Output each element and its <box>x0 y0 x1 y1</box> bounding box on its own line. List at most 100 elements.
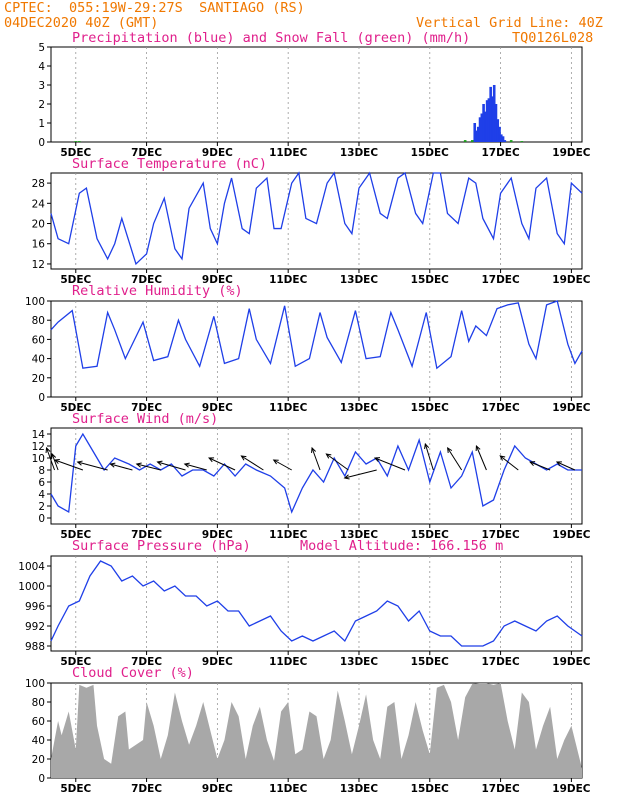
precip-bar-blue <box>478 117 482 142</box>
x-tick-label: 15DEC <box>411 783 450 795</box>
y-tick-label: 992 <box>25 621 45 633</box>
x-tick-label: 5DEC <box>60 783 91 795</box>
y-tick-label: 14 <box>32 429 46 441</box>
precip-bar-blue <box>487 98 491 142</box>
x-tick-label: 15DEC <box>411 402 450 414</box>
wind-vector <box>424 443 434 471</box>
x-tick-label: 11DEC <box>269 656 308 668</box>
x-tick-label: 11DEC <box>269 274 308 286</box>
wind-vector-head <box>424 442 430 450</box>
panel-frame <box>50 46 583 143</box>
precip-bar-blue <box>476 126 480 142</box>
x-tick-label: 5DEC <box>60 529 91 541</box>
precip-bar-blue <box>499 134 503 142</box>
wind-vector-head <box>272 459 279 465</box>
panel-frame <box>50 300 583 398</box>
x-tick-label: 19DEC <box>552 402 591 414</box>
y-tick-label: 4 <box>38 489 45 501</box>
wind-vector <box>157 461 186 471</box>
y-tick-label: 40 <box>32 354 45 366</box>
x-tick-label: 17DEC <box>481 402 520 414</box>
y-tick-label: 2 <box>38 501 45 513</box>
x-tick-label: 7DEC <box>131 783 162 795</box>
wind-vector-head <box>475 444 481 452</box>
y-tick-label: 0 <box>38 137 45 149</box>
y-tick-label: 12 <box>32 259 45 271</box>
x-tick-label: 11DEC <box>269 402 308 414</box>
x-tick-label: 13DEC <box>340 529 379 541</box>
wind-vector-head <box>53 458 60 464</box>
precip-bar-blue <box>473 123 477 142</box>
y-tick-label: 100 <box>25 296 45 308</box>
humidity-title: Relative Humidity (%) <box>72 283 243 299</box>
precip-bar-green <box>463 140 467 142</box>
wind-vector-head <box>156 460 163 466</box>
wind-title: Surface Wind (m/s) <box>72 411 219 427</box>
wind-vector-head <box>109 462 116 468</box>
precip-bar-blue <box>482 104 485 142</box>
pres-line <box>50 560 583 647</box>
y-tick-label: 1 <box>38 118 45 130</box>
y-tick-label: 1004 <box>18 561 45 573</box>
precip-bar-blue <box>492 85 496 142</box>
x-tick-label: 15DEC <box>411 656 450 668</box>
y-tick-label: 4 <box>38 61 45 73</box>
precip-bar-blue <box>475 130 478 142</box>
x-tick-label: 9DEC <box>202 529 233 541</box>
y-tick-label: 20 <box>32 754 45 766</box>
wind-vector-head <box>373 457 381 463</box>
precip-bar-green <box>520 141 524 142</box>
y-tick-label: 28 <box>32 178 45 190</box>
header-line-2: 04DEC2020 40Z (GMT) <box>4 15 159 31</box>
x-tick-label: 9DEC <box>202 274 233 286</box>
wind-vector-head <box>45 446 51 454</box>
wind-vector-head <box>51 452 57 460</box>
y-tick-label: 10 <box>32 453 45 465</box>
y-tick-label: 24 <box>32 198 46 210</box>
x-tick-label: 5DEC <box>60 402 91 414</box>
x-tick-label: 11DEC <box>269 529 308 541</box>
precip-bar-blue <box>494 104 498 142</box>
x-tick-label: 5DEC <box>60 147 91 159</box>
wind-vector <box>110 463 133 471</box>
y-tick-label: 40 <box>32 735 45 747</box>
wind-vector <box>529 461 551 471</box>
wind-vector <box>499 455 519 471</box>
precip-bar-blue <box>496 119 500 142</box>
cloud-title: Cloud Cover (%) <box>72 665 194 681</box>
panel-frame <box>50 555 583 652</box>
x-tick-label: 19DEC <box>552 783 591 795</box>
wind-vector <box>46 447 56 471</box>
wind-vector-head <box>183 462 190 468</box>
grid-note: Vertical Grid Line: 40Z <box>416 15 603 31</box>
y-tick-label: 80 <box>32 315 45 327</box>
y-tick-label: 8 <box>38 465 45 477</box>
wind-vector <box>136 463 161 471</box>
x-tick-label: 17DEC <box>481 274 520 286</box>
x-tick-label: 15DEC <box>411 529 450 541</box>
precip-bar-blue <box>485 100 489 142</box>
x-tick-label: 19DEC <box>552 274 591 286</box>
precip-bar-blue <box>501 136 505 142</box>
wind-vector-head <box>529 461 536 467</box>
wind-vector-head <box>208 457 215 463</box>
run-code: TQ0126L028 <box>512 30 594 46</box>
x-tick-label: 19DEC <box>552 147 591 159</box>
wind-vector <box>556 461 576 471</box>
header-line-1: CPTEC: 055:19W-29:27S SANTIAGO (RS) <box>4 0 305 16</box>
x-tick-label: 7DEC <box>131 656 162 668</box>
wind-vector <box>273 459 292 471</box>
model-altitude: Model Altitude: 166.156 m <box>300 538 504 554</box>
x-tick-label: 17DEC <box>481 147 520 159</box>
precip-bar-blue <box>491 96 494 142</box>
wind-vector-head <box>311 446 316 454</box>
y-tick-label: 60 <box>32 716 45 728</box>
x-tick-label: 7DEC <box>131 274 162 286</box>
y-tick-label: 16 <box>32 239 46 251</box>
x-tick-label: 7DEC <box>131 402 162 414</box>
y-tick-label: 5 <box>38 42 45 54</box>
x-tick-label: 17DEC <box>481 656 520 668</box>
x-tick-label: 5DEC <box>60 274 91 286</box>
precip-bar-blue <box>503 140 507 142</box>
